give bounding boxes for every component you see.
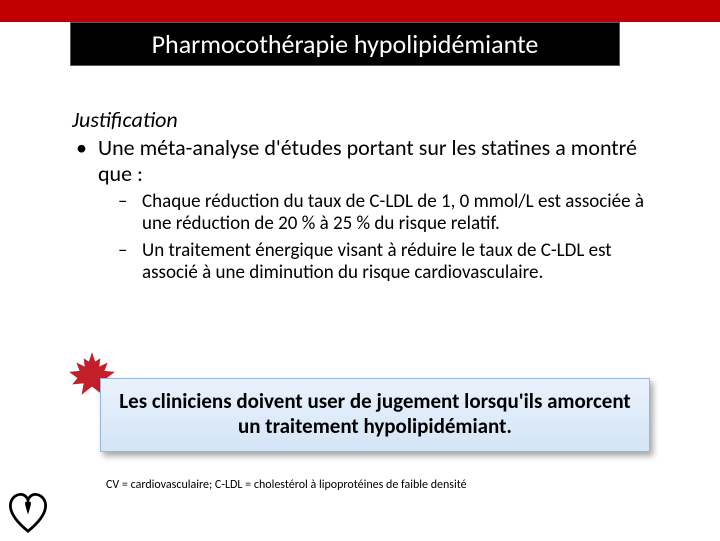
content-area: Justification Une méta-analyse d'études …: [72, 106, 668, 289]
callout-text: Les cliniciens doivent user de jugement …: [115, 389, 635, 439]
callout-box: Les cliniciens doivent user de jugement …: [100, 378, 650, 452]
heart-logo-icon: [8, 492, 48, 536]
top-red-bar: [0, 0, 720, 22]
footnote-text: CV = cardiovasculaire; C-LDL = cholestér…: [106, 478, 467, 492]
title-box: Pharmocothérapie hypolipidémiante: [70, 22, 620, 66]
justification-heading: Justification: [72, 106, 668, 133]
bullet-level2-a: Chaque réduction du taux de C-LDL de 1, …: [72, 191, 668, 236]
bullet-level2-b: Un traitement énergique visant à réduire…: [72, 240, 668, 285]
bullet-level1: Une méta-analyse d'études portant sur le…: [72, 135, 668, 187]
slide-title: Pharmocothérapie hypolipidémiante: [152, 28, 539, 60]
